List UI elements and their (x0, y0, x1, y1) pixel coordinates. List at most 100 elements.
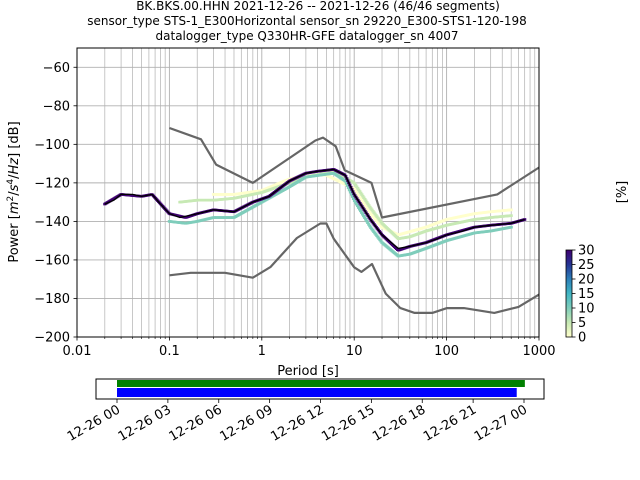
density-cell (357, 206, 361, 209)
y-tick-label: −80 (43, 99, 70, 114)
colorbar-tick-label: 15 (578, 287, 595, 302)
density-cell (368, 224, 372, 228)
x-axis-ticks: 0.01 0.1 1 10 100 1000 (63, 337, 556, 359)
density-cell (369, 207, 373, 210)
density-cell (354, 183, 358, 187)
density-cell (363, 216, 367, 219)
y-tick-label: −120 (34, 176, 70, 191)
density-cell (349, 193, 354, 196)
density-cell (361, 200, 365, 204)
density-cell (353, 182, 357, 185)
density-cell (367, 223, 371, 226)
density-cell (344, 182, 348, 185)
density-cell (355, 185, 359, 189)
density-cell (367, 210, 371, 213)
density-cell (352, 199, 357, 203)
noise-model-lines (169, 126, 539, 314)
plot-area (77, 48, 539, 337)
density-cell (357, 188, 361, 192)
density-cell (353, 188, 357, 191)
density-cell (377, 218, 381, 221)
density-cell (346, 186, 351, 190)
density-cell (509, 214, 513, 217)
density-cell (362, 214, 366, 218)
density-cell (379, 239, 383, 243)
density-cell (373, 231, 377, 235)
x-tick-label: 1000 (522, 344, 555, 359)
title-line-1: BK.BKS.00.HHN 2021-12-26 -- 2021-12-26 (… (136, 0, 500, 13)
density-cell (370, 208, 374, 212)
x-tick-label: 100 (434, 344, 459, 359)
density-cell (351, 197, 356, 201)
noise-model-high (169, 126, 539, 219)
density-cell (363, 197, 367, 201)
density-cell (361, 194, 365, 198)
density-cell (359, 209, 363, 213)
y-tick-label: −100 (34, 138, 70, 153)
mean-curve-line (104, 168, 525, 250)
density-cell (369, 226, 373, 229)
density-cell (365, 206, 369, 210)
x-tick-label: 1 (258, 344, 266, 359)
x-tick-label: 0.1 (159, 344, 180, 359)
density-cell (362, 202, 366, 205)
density-cell (355, 191, 359, 194)
density-cell (379, 220, 383, 224)
noise-model-low (169, 222, 539, 314)
colorbar-label: [%] (615, 181, 630, 204)
density-cell (378, 219, 382, 223)
density-cell (509, 208, 513, 212)
density-cell (354, 202, 359, 206)
density-cell (361, 212, 365, 216)
colorbar-tick-label: 25 (578, 258, 595, 273)
density-cell (376, 235, 380, 239)
density-cell (368, 211, 372, 215)
density-cell (358, 207, 362, 211)
x-tick-label: 10 (346, 344, 363, 359)
colorbar-gradient (565, 249, 573, 338)
density-cell (366, 221, 370, 224)
y-tick-label: −160 (34, 253, 70, 268)
density-cell (359, 197, 363, 201)
density-cell (353, 201, 358, 204)
density-cell (373, 212, 377, 216)
density-cell (366, 208, 370, 212)
density-cell (348, 190, 353, 194)
density-cell (359, 191, 363, 195)
density-cell (371, 229, 375, 232)
density-cell (355, 204, 360, 208)
density-cell (350, 195, 355, 198)
density-cell (375, 215, 379, 219)
plot-frame (76, 47, 540, 338)
density-cell (375, 234, 379, 238)
density-cell (377, 237, 381, 240)
density-cell (360, 199, 364, 202)
density-cell (509, 225, 513, 229)
ppsd-plot: 0.01 0.1 1 10 100 1000 −200 −180 −160 −140 −120 −1… (6, 47, 556, 379)
density-cell (347, 188, 352, 192)
density-cell (345, 184, 350, 187)
density-cell (363, 203, 367, 207)
y-tick-label: −180 (34, 292, 70, 307)
density-cell (356, 192, 360, 196)
density-cell (364, 205, 368, 208)
colorbar-tick-label: 20 (578, 273, 595, 288)
colorbar-tick-label: 5 (578, 316, 586, 331)
y-axis-label: Power [m2/s4/Hz] [dB] (6, 121, 22, 262)
density-cell (365, 201, 369, 204)
density-cell (343, 179, 347, 183)
x-axis-label: Period [s] (277, 364, 339, 379)
density-cell (357, 194, 361, 197)
density-cell (366, 202, 370, 206)
mean-curve (104, 168, 525, 250)
x-tick-label: 0.01 (63, 344, 92, 359)
title-line-3: datalogger_type Q330HR-GFE datalogger_sn… (156, 29, 459, 43)
density-cell (354, 189, 358, 193)
y-axis-ticks: −200 −180 −160 −140 −120 −100 −80 −60 (34, 61, 77, 346)
density-cell (367, 204, 371, 207)
density-cell (371, 209, 375, 213)
density-cell (358, 195, 362, 199)
